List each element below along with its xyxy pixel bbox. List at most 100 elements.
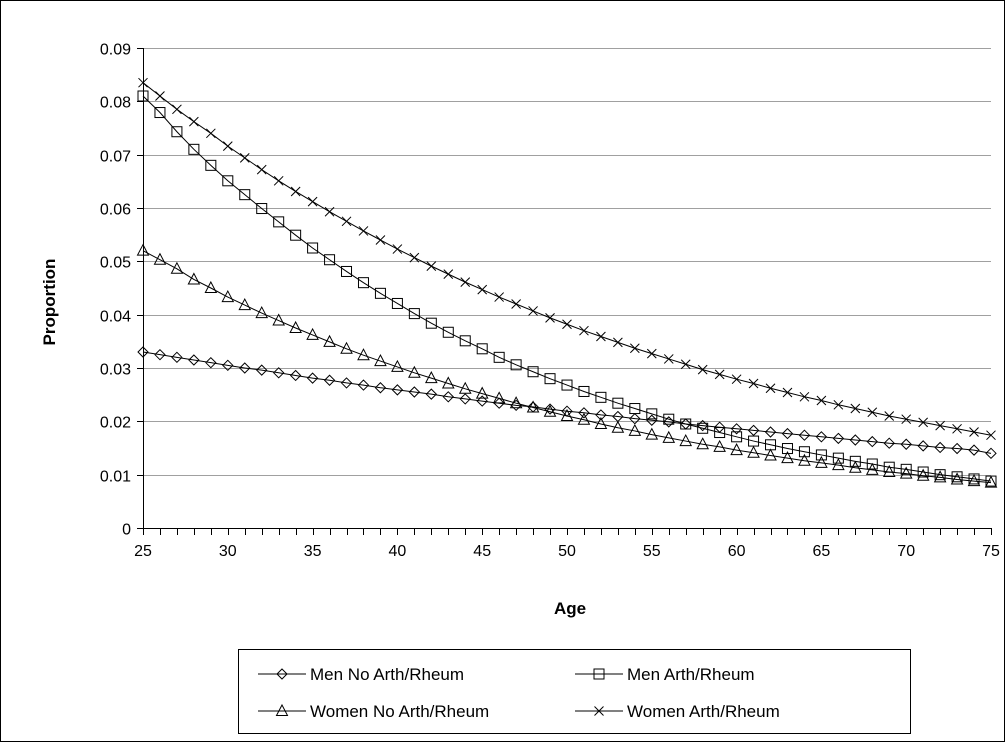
series-2-point-41: [832, 457, 845, 471]
series-3-point-35: [731, 374, 742, 385]
series-3-point-33: [697, 364, 708, 375]
series-0-point-38: [781, 427, 794, 440]
gridlines: [143, 48, 991, 476]
series-3-point-17: [426, 261, 437, 271]
series-1-point-20: [476, 343, 488, 355]
series-1-point-3: [188, 143, 200, 155]
series-1-point-38: [781, 443, 793, 455]
series-0-point-43: [866, 435, 878, 448]
legend-entry-0: Men No Arth/Rheum: [258, 665, 464, 684]
series-3-point-1: [155, 91, 165, 101]
x-tick-label-3: 40: [389, 543, 407, 560]
series-0-point-39: [798, 429, 811, 441]
series-0-point-15: [391, 384, 404, 396]
series-2-point-30: [645, 427, 659, 440]
series-0-point-18: [442, 391, 454, 403]
series-2-point-7: [255, 305, 269, 319]
series-0-point-36: [747, 424, 760, 437]
series-0-point-35: [730, 423, 743, 435]
series-1: [137, 90, 997, 487]
series-1-point-4: [205, 159, 217, 171]
series-2-point-39: [798, 453, 811, 466]
series-2-point-1: [153, 252, 167, 265]
legend-marker-2: [275, 703, 289, 716]
series-3-point-24: [545, 313, 555, 323]
series-3-point-5: [222, 141, 233, 151]
series-2-point-20: [475, 386, 489, 399]
series-3-point-8: [273, 175, 284, 186]
series-1-point-28: [612, 397, 624, 409]
series-0-point-9: [289, 369, 302, 382]
series-0-point-14: [374, 382, 387, 394]
series-2-point-23: [526, 400, 540, 413]
x-axis-title: Age: [554, 599, 586, 618]
series-0-point-44: [883, 437, 895, 449]
x-tick-label-0: 25: [134, 543, 152, 560]
series-0-point-48: [951, 442, 963, 455]
series-3-point-11: [324, 206, 335, 217]
series-2-point-14: [374, 353, 387, 367]
series-2-point-42: [848, 460, 862, 473]
series-1-point-6: [239, 189, 251, 201]
series-1-point-24: [544, 373, 556, 385]
series-3-point-4: [205, 128, 216, 139]
series-3-point-34: [714, 369, 725, 380]
series-1-point-1: [154, 107, 166, 119]
series-3-point-41: [833, 399, 844, 410]
series-1-point-9: [290, 229, 302, 241]
series-2-point-48: [950, 472, 964, 485]
series-0-point-7: [256, 364, 268, 376]
series-1-point-17: [425, 317, 437, 329]
series-1-point-26: [578, 385, 590, 397]
series-0-point-19: [459, 393, 471, 405]
series-2-point-27: [594, 416, 608, 429]
series-3-point-39: [799, 391, 810, 402]
series-1-point-29: [629, 403, 641, 415]
legend: Men No Arth/Rheum Men Arth/Rheum Women No …: [238, 649, 911, 734]
series-1-point-43: [866, 458, 878, 470]
legend-entry-1: Men Arth/Rheum: [575, 665, 755, 684]
series-1-point-46: [917, 466, 929, 478]
series-3-point-16: [409, 252, 420, 263]
series-0-point-40: [815, 431, 828, 443]
series-1-point-14: [374, 287, 386, 299]
series-0-point-42: [849, 434, 862, 446]
series-2-point-9: [289, 320, 302, 333]
series-2-point-35: [730, 443, 743, 456]
x-tick-label-4: 45: [473, 543, 491, 560]
series-3-point-50: [986, 430, 996, 441]
series-2-point-2: [170, 261, 184, 274]
series-2-point-5: [221, 289, 235, 303]
series-3-point-40: [816, 395, 827, 406]
series-3-point-7: [256, 164, 267, 175]
series-1-point-10: [307, 242, 319, 254]
series-1-point-30: [646, 408, 658, 420]
series-1-point-19: [459, 335, 471, 347]
series-0-point-5: [222, 359, 234, 372]
series-1-point-41: [832, 452, 844, 464]
series-3-point-25: [562, 319, 572, 330]
series-0-point-50: [985, 447, 997, 460]
series-1-point-33: [697, 422, 709, 434]
series-3-point-27: [596, 331, 606, 342]
series-2-point-44: [882, 464, 896, 477]
series-line-0: [142, 351, 992, 454]
series-1-point-2: [171, 126, 183, 138]
series-line-2: [142, 250, 992, 484]
series-3-point-32: [680, 359, 691, 370]
series-2-point-0: [136, 243, 150, 256]
series-2-point-36: [747, 445, 760, 458]
y-tick-label-6: 0.06: [100, 202, 131, 219]
series-3: [138, 77, 996, 441]
series-3-point-15: [392, 244, 403, 254]
y-tick-label-1: 0.01: [100, 469, 131, 486]
series-1-point-13: [357, 277, 369, 289]
series-2-point-45: [899, 466, 913, 479]
y-tick-label-3: 0.03: [100, 362, 131, 379]
legend-marker-3: [594, 706, 604, 716]
series-2-point-25: [560, 408, 574, 421]
series-0-point-27: [595, 409, 607, 421]
series-1-point-23: [527, 366, 539, 378]
series-2: [136, 243, 998, 488]
